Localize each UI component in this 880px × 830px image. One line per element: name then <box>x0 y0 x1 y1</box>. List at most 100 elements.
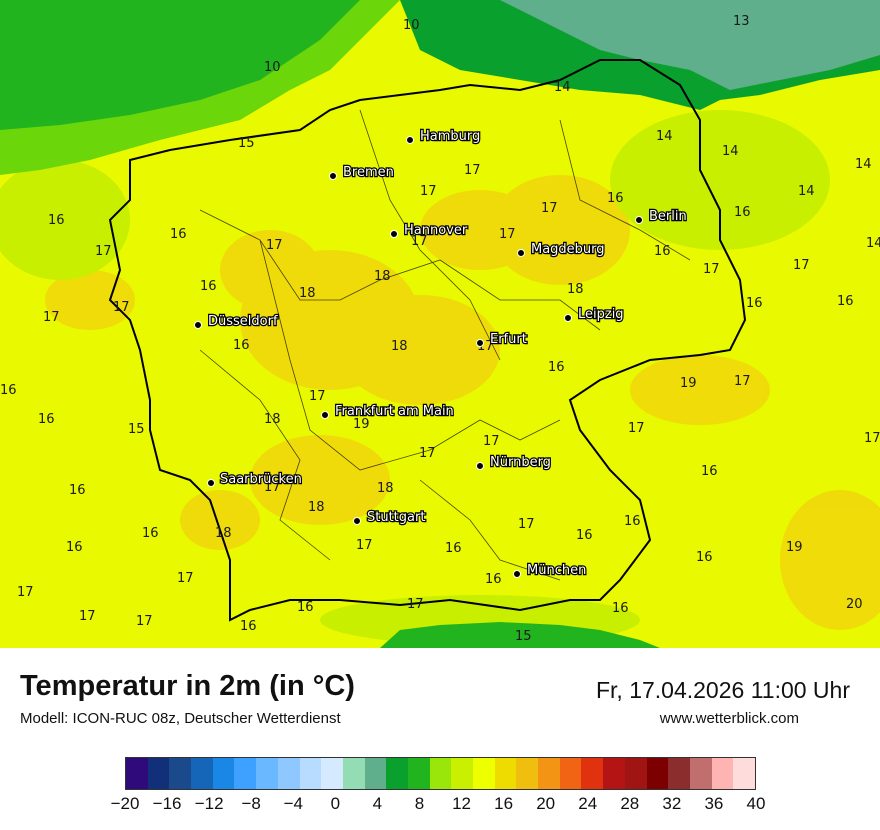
legend-tick-label: 28 <box>620 794 640 813</box>
legend-tick-label: 40 <box>746 794 766 813</box>
temp-label: 18 <box>567 282 584 297</box>
temp-label: 17 <box>264 480 281 495</box>
model-info: Modell: ICON-RUC 08z, Deutscher Wetterdi… <box>20 710 341 727</box>
legend-tick-label: −4 <box>283 794 303 813</box>
map-title: Temperatur in 2m (in °C) <box>20 670 355 702</box>
city-label: Bremen <box>343 165 394 180</box>
warm-areas <box>45 175 880 630</box>
temp-label: 16 <box>69 483 86 498</box>
city-label: Hannover <box>404 223 468 238</box>
temp-label: 18 <box>374 269 391 284</box>
temp-label: 17 <box>419 446 436 461</box>
legend-swatch <box>429 758 452 789</box>
temp-label: 16 <box>624 514 641 529</box>
temp-label: 17 <box>356 538 373 553</box>
temp-label: 17 <box>518 517 535 532</box>
legend-tick-label: −20 <box>110 794 140 813</box>
legend-swatch <box>342 758 365 789</box>
alps <box>380 622 660 648</box>
baltic-sea-cold <box>500 0 880 90</box>
city-markers: Hamburg Bremen Hannover Berlin Magdeburg… <box>194 128 688 579</box>
legend-tick-label: 32 <box>662 794 682 813</box>
legend-tick-label: 8 <box>414 794 425 813</box>
temp-label: 19 <box>786 540 803 555</box>
temp-label: 15 <box>128 422 145 437</box>
legend-swatch <box>234 758 257 789</box>
city-dot <box>476 462 484 470</box>
legend-swatch <box>451 758 473 789</box>
temp-label: 14 <box>554 80 571 95</box>
city-dot <box>635 216 643 224</box>
temp-label: 18 <box>215 526 232 541</box>
temp-label: 18 <box>264 412 281 427</box>
city-berlin: Berlin <box>635 208 688 225</box>
legend-tick-label: −16 <box>152 794 182 813</box>
city-label: Nürnberg <box>490 455 551 470</box>
temp-label: 10 <box>264 60 281 75</box>
temp-label: 17 <box>17 585 34 600</box>
legend-ticks: −20 −16 −12 −8 −4 0 4 8 12 16 20 24 28 32 36 40 <box>111 794 766 818</box>
temp-label: 16 <box>38 412 55 427</box>
borders <box>108 59 747 622</box>
legend-tick-label: 4 <box>372 794 383 813</box>
city-dot <box>406 136 414 144</box>
city-muenchen: München <box>513 562 588 579</box>
temp-label: 16 <box>837 294 854 309</box>
legend-swatch <box>711 758 734 789</box>
city-dot <box>207 479 215 487</box>
legend-swatch <box>191 758 213 789</box>
state-borders <box>199 109 691 581</box>
temp-label: 16 <box>233 338 250 353</box>
legend-swatch <box>364 758 387 789</box>
temp-label: 14 <box>855 157 872 172</box>
city-label: Erfurt <box>490 332 527 347</box>
legend-swatch <box>169 758 192 789</box>
temp-label: 13 <box>733 14 750 29</box>
temp-label: 16 <box>48 213 65 228</box>
legend-swatch <box>646 758 669 789</box>
legend-tick-label: 0 <box>330 794 341 813</box>
legend-swatch <box>689 758 712 789</box>
city-label: Stuttgart <box>367 510 425 525</box>
city-label: Magdeburg <box>531 242 605 257</box>
legend-swatch <box>126 758 148 789</box>
legend-tick-label: 36 <box>704 794 724 813</box>
temp-label: 14 <box>656 129 673 144</box>
city-dot <box>564 314 572 322</box>
city-label: Berlin <box>649 209 687 224</box>
legend-swatch <box>277 758 300 789</box>
legend-swatch <box>624 758 647 789</box>
temp-label: 16 <box>0 383 17 398</box>
temp-label: 17 <box>420 184 437 199</box>
temp-label: 18 <box>377 481 394 496</box>
legend-swatch <box>668 758 690 789</box>
temp-label: 16 <box>612 601 629 616</box>
temp-label: 15 <box>515 629 532 644</box>
city-saarbruecken: Saarbrücken <box>207 471 303 488</box>
city-dot <box>353 517 361 525</box>
city-bremen: Bremen <box>329 164 395 181</box>
legend-swatch <box>538 758 560 789</box>
forecast-datetime: Fr, 17.04.2026 11:00 Uhr <box>595 677 850 703</box>
city-label: Hamburg <box>420 129 480 144</box>
city-label: Saarbrücken <box>220 472 302 487</box>
temp-label: 17 <box>266 238 283 253</box>
legend-swatch <box>256 758 278 789</box>
legend-swatch <box>321 758 343 789</box>
website-link[interactable]: www.wetterblick.com <box>659 710 799 727</box>
city-duesseldorf: Düsseldorf <box>194 313 279 330</box>
legend-tick-label: 16 <box>494 794 514 813</box>
city-nuernberg: Nürnberg <box>476 454 552 471</box>
city-label: Düsseldorf <box>208 314 278 329</box>
temp-label: 16 <box>445 541 462 556</box>
city-label: Frankfurt am Main <box>335 404 454 419</box>
temp-label: 16 <box>734 205 751 220</box>
legend-swatch <box>581 758 604 789</box>
city-hamburg: Hamburg <box>406 128 482 145</box>
city-dot <box>513 570 521 578</box>
temperature-labels: 13 10 10 15 14 14 14 14 14 14 16 17 17 1… <box>0 14 880 644</box>
temp-label: 17 <box>407 597 424 612</box>
temp-label: 16 <box>576 528 593 543</box>
city-dot <box>517 249 525 257</box>
temp-label: 16 <box>142 526 159 541</box>
